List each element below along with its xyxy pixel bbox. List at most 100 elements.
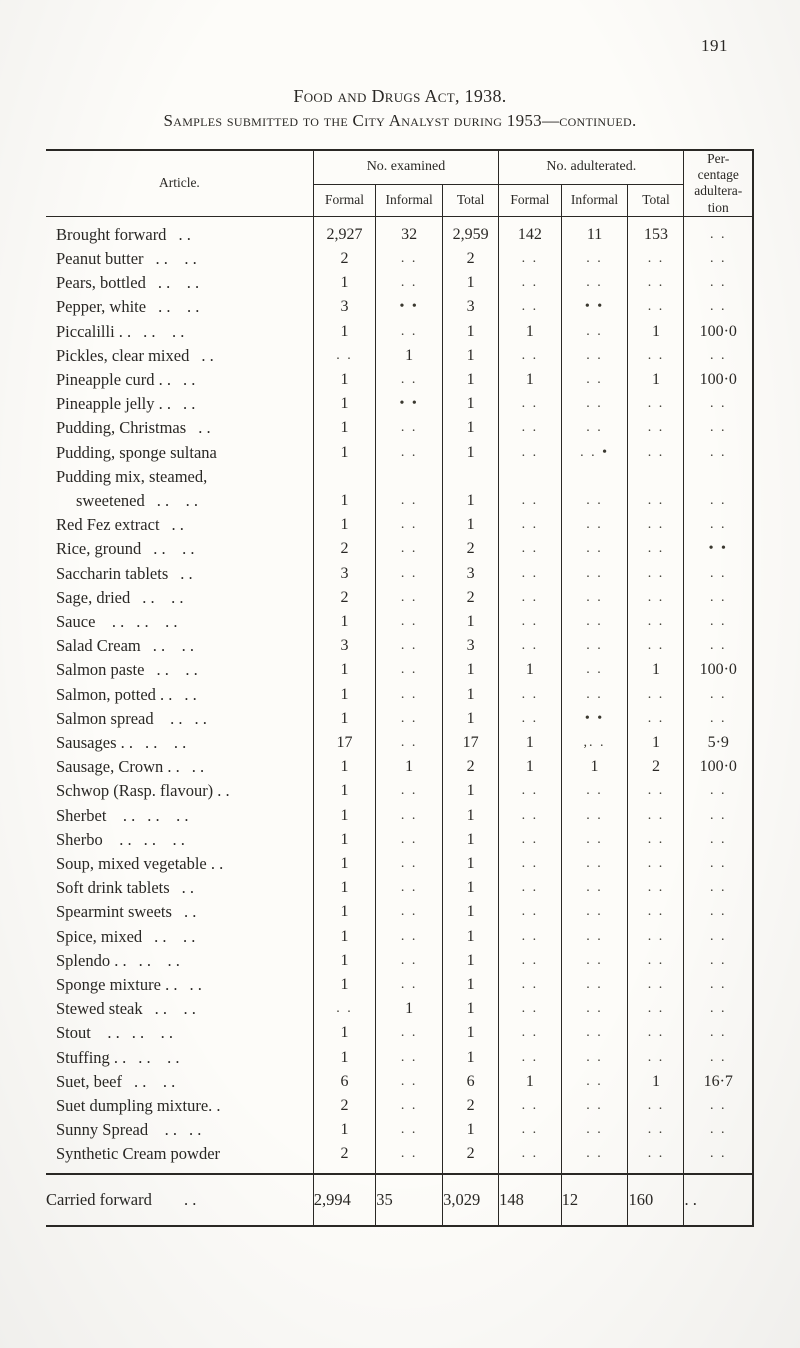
table-row: Stout . .. . . .1. .1. .. .. .. . — [46, 1021, 753, 1045]
informal-cell: . . — [376, 586, 443, 610]
leader-dots: . . — [172, 513, 184, 537]
article-name: Saccharin tablets — [56, 564, 168, 583]
formal-cell: 3 — [313, 562, 376, 586]
leader-dots: . . — [184, 683, 196, 707]
article-name: Sausage, Crown . . — [56, 757, 180, 776]
article-cell: Spearmint sweets. . — [46, 900, 313, 924]
article-cell: Stewed steak. . . . — [46, 997, 313, 1021]
article-cell: Pudding, sponge sultana — [46, 441, 313, 465]
leader-dots: . . — [201, 344, 213, 368]
table-row: Soft drink tablets. .1. .1. .. .. .. . — [46, 876, 753, 900]
total-cell: 2 — [443, 586, 499, 610]
informal-cell: . . — [376, 658, 443, 682]
carried-lead: . . — [184, 1190, 196, 1209]
ad-total-cell — [628, 465, 684, 489]
leader-dots: . . . . — [153, 634, 194, 658]
ad-total-cell: . . — [628, 416, 684, 440]
total-cell: 1 — [443, 973, 499, 997]
formal-cell: . . — [313, 344, 376, 368]
article-name: Sherbet . . — [56, 806, 135, 825]
article-cell: sweetened. . . . — [46, 489, 313, 513]
leader-dots: . . — [178, 223, 190, 247]
pct-cell: 100·0 — [684, 755, 753, 779]
ad-total-cell: . . — [628, 852, 684, 876]
leader-dots: . . — [194, 707, 206, 731]
formal-cell: 1 — [313, 441, 376, 465]
ad-informal-cell: . . — [561, 610, 628, 634]
informal-cell: . . — [376, 271, 443, 295]
table-row: Pineapple jelly . .. .1• •1. .. .. .. . — [46, 392, 753, 416]
leader-dots: . . . . — [144, 828, 185, 852]
table-foot: Carried forward . . 2,994 35 3,029 148 1… — [46, 1174, 753, 1226]
ad-formal-cell: . . — [499, 295, 562, 319]
article-name: Spearmint sweets — [56, 902, 172, 921]
ad-informal-cell: . . • — [561, 441, 628, 465]
article-name: Pudding, sponge sultana — [56, 443, 217, 462]
ad-formal-cell: . . — [499, 562, 562, 586]
informal-cell: . . — [376, 876, 443, 900]
article-name: Peanut butter — [56, 249, 144, 268]
informal-cell: . . — [376, 1046, 443, 1070]
table-row: Sage, dried. . . .2. .2. .. .. .. . — [46, 586, 753, 610]
informal-cell: • • — [376, 392, 443, 416]
total-cell: 1 — [443, 1021, 499, 1045]
article-cell: Rice, ground. . . . — [46, 537, 313, 561]
informal-cell: 32 — [376, 223, 443, 247]
article-cell: Sherbo . .. . . . — [46, 828, 313, 852]
ad-formal-cell: 1 — [499, 658, 562, 682]
ad-total-cell: . . — [628, 441, 684, 465]
informal-cell: . . — [376, 925, 443, 949]
ad-formal-cell: 1 — [499, 320, 562, 344]
table-row: Pears, bottled. . . .1. .1. .. .. .. . — [46, 271, 753, 295]
ad-informal-cell: . . — [561, 779, 628, 803]
article-name: Spice, mixed — [56, 927, 142, 946]
ad-formal-cell: . . — [499, 900, 562, 924]
pct-cell: . . — [684, 707, 753, 731]
carried-text: Carried forward — [46, 1190, 152, 1209]
informal-cell: . . — [376, 852, 443, 876]
informal-cell: . . — [376, 416, 443, 440]
formal-cell: 1 — [313, 828, 376, 852]
total-cell: 1 — [443, 779, 499, 803]
article-cell: Salad Cream. . . . — [46, 634, 313, 658]
pct-cell: . . — [684, 634, 753, 658]
ad-informal-cell: . . — [561, 828, 628, 852]
ad-informal-cell: . . — [561, 1142, 628, 1166]
leader-dots: . . . . — [156, 658, 197, 682]
formal-cell: 1 — [313, 513, 376, 537]
pct-cell: . . — [684, 779, 753, 803]
article-name: Suet dumpling mixture. . — [56, 1096, 221, 1115]
formal-cell: 2 — [313, 247, 376, 271]
informal-cell: . . — [376, 441, 443, 465]
ad-total-cell: . . — [628, 295, 684, 319]
data-table: Article. No. examined No. adulterated. P… — [46, 149, 754, 1227]
pct-cell: . . — [684, 223, 753, 247]
ad-formal-cell: . . — [499, 489, 562, 513]
article-name: Suet, beef — [56, 1072, 122, 1091]
leader-dots: . . . . — [158, 295, 199, 319]
article-cell: Sponge mixture . .. . — [46, 973, 313, 997]
ad-total-cell: . . — [628, 586, 684, 610]
total-cell: 1 — [443, 1046, 499, 1070]
ad-informal-cell: . . — [561, 271, 628, 295]
informal-cell: . . — [376, 949, 443, 973]
total-cell: 2 — [443, 1142, 499, 1166]
table-row: Sherbo . .. . . .1. .1. .. .. .. . — [46, 828, 753, 852]
table-row: Sauce . .. . . .1. .1. .. .. .. . — [46, 610, 753, 634]
pct-cell — [684, 465, 753, 489]
pct-cell: 100·0 — [684, 368, 753, 392]
table-body: Brought forward. .2,927322,95914211153. … — [46, 216, 753, 1173]
table-row: Salmon paste. . . .1. .11. .1100·0 — [46, 658, 753, 682]
leader-dots: . . . . — [158, 271, 199, 295]
table-row: Splendo . .. . . .1. .1. .. .. .. . — [46, 949, 753, 973]
informal-cell: . . — [376, 900, 443, 924]
ad-total-cell: . . — [628, 610, 684, 634]
formal-cell: 1 — [313, 416, 376, 440]
table-row: Sausage, Crown . .. .112112100·0 — [46, 755, 753, 779]
article-cell: Salmon spread . .. . — [46, 707, 313, 731]
table-row: Pudding, Christmas. .1. .1. .. .. .. . — [46, 416, 753, 440]
pct-cell: • • — [684, 537, 753, 561]
informal-cell: . . — [376, 804, 443, 828]
ad-total-cell: . . — [628, 707, 684, 731]
leader-dots: . . — [183, 392, 195, 416]
